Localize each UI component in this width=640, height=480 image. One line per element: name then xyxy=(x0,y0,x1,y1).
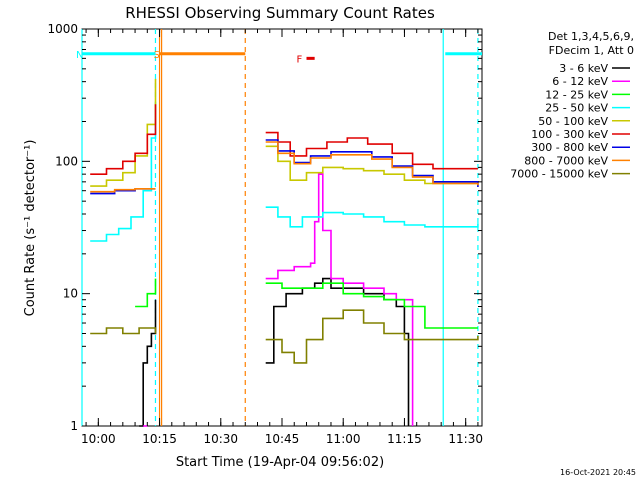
legend-label-2: 12 - 25 keV xyxy=(545,88,608,101)
legend-label-1: 6 - 12 keV xyxy=(552,75,608,88)
series-50to100kev-segment-1 xyxy=(265,145,479,186)
series-25to50kev-segment-0 xyxy=(90,102,157,242)
legend: Det 1,3,4,5,6,9,FDecim 1, Att 0 3 - 6 keV… xyxy=(510,30,634,181)
legend-label-6: 300 - 800 keV xyxy=(531,141,608,154)
series-50to100kev-segment-0 xyxy=(90,78,157,187)
series-25to50kev-segment-1 xyxy=(265,206,479,228)
state-bar-label-f: F xyxy=(296,54,302,65)
x-tick-label-4: 11:00 xyxy=(326,432,361,446)
legend-label-4: 50 - 100 keV xyxy=(538,115,608,128)
legend-label-3: 25 - 50 keV xyxy=(545,102,608,115)
x-axis-ticks: 10:00 10:15 10:30 10:45 11:00 11:15 11:30 xyxy=(81,29,483,446)
x-tick-label-6: 11:30 xyxy=(448,432,483,446)
footer-timestamp: 16-Oct-2021 20:45 xyxy=(560,468,636,477)
y-tick-label-3: 1000 xyxy=(47,22,78,36)
legend-header-1: FDecim 1, Att 0 xyxy=(549,44,634,57)
x-tick-label-3: 10:45 xyxy=(265,432,300,446)
y-tick-label-2: 100 xyxy=(55,154,78,168)
state-bar-label-s: S xyxy=(154,50,160,61)
series-7000to15000kev-segment-1 xyxy=(265,309,479,364)
x-tick-label-5: 11:15 xyxy=(387,432,422,446)
series-800to7000kev-segment-0 xyxy=(90,188,156,193)
series-100to300kev-segment-1 xyxy=(265,131,478,170)
legend-header-0: Det 1,3,4,5,6,9, xyxy=(548,30,634,43)
series-3to6kev-segment-0 xyxy=(139,299,157,427)
legend-label-0: 3 - 6 keV xyxy=(559,62,608,75)
y-tick-label-0: 1 xyxy=(70,419,78,433)
chart-title: RHESSI Observing Summary Count Rates xyxy=(125,4,435,22)
x-tick-label-1: 10:15 xyxy=(142,432,177,446)
series-group xyxy=(90,78,479,427)
x-axis-label: Start Time (19-Apr-04 09:56:02) xyxy=(176,455,384,470)
series-12to25kev-segment-0 xyxy=(135,278,157,308)
vertical-marker-lines xyxy=(81,29,479,426)
y-axis-label: Count Rate (s⁻¹ detector⁻¹) xyxy=(23,140,38,317)
observing-state-bars: SN F xyxy=(76,50,482,65)
x-tick-label-2: 10:30 xyxy=(203,432,238,446)
series-7000to15000kev-segment-0 xyxy=(90,327,157,335)
plot-frame xyxy=(81,28,483,427)
legend-label-5: 100 - 300 keV xyxy=(531,128,608,141)
legend-label-7: 800 - 7000 keV xyxy=(524,154,608,167)
state-bar-label-n: N xyxy=(76,50,83,61)
legend-label-8: 7000 - 15000 keV xyxy=(510,168,608,181)
series-100to300kev-segment-0 xyxy=(90,104,157,175)
y-tick-label-1: 10 xyxy=(63,287,78,301)
series-800to7000kev-segment-1 xyxy=(265,141,479,186)
series-6to12kev-segment-1 xyxy=(265,173,414,426)
y-axis-ticks: 1 10 100 1000 xyxy=(47,22,482,433)
x-tick-label-0: 10:00 xyxy=(81,432,116,446)
series-12to25kev-segment-1 xyxy=(265,282,478,329)
